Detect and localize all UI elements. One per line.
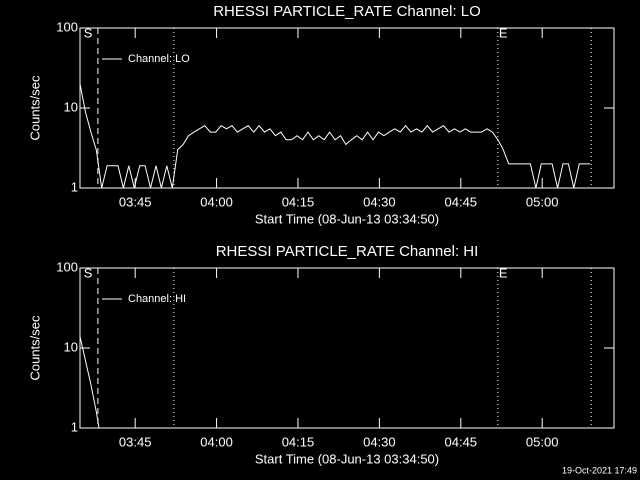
x-axis-label: Start Time (08-Jun-13 03:34:50) <box>255 211 439 226</box>
y-axis-label: Counts/sec <box>27 75 42 141</box>
x-axis-label: Start Time (08-Jun-13 03:34:50) <box>255 451 439 466</box>
y-tick-label: 10 <box>64 99 78 114</box>
annotation: E <box>499 265 508 280</box>
data-line <box>79 83 591 189</box>
annotation: S <box>84 25 93 40</box>
legend-label: Channel: LO <box>128 53 190 65</box>
x-tick-label: 04:30 <box>363 194 396 209</box>
annotation: E <box>499 25 508 40</box>
x-tick-label: 03:45 <box>119 194 152 209</box>
x-tick-label: 05:00 <box>526 434 559 449</box>
data-line <box>79 336 100 429</box>
x-tick-label: 04:00 <box>200 194 233 209</box>
x-tick-label: 04:45 <box>445 194 478 209</box>
chart-title: RHESSI PARTICLE_RATE Channel: HI <box>216 243 479 260</box>
x-tick-label: 04:00 <box>200 434 233 449</box>
x-tick-label: 04:15 <box>282 434 315 449</box>
x-tick-label: 04:15 <box>282 194 315 209</box>
x-tick-label: 04:45 <box>445 434 478 449</box>
y-tick-label: 1 <box>71 419 78 434</box>
y-tick-label: 1 <box>71 179 78 194</box>
legend-label: Channel: HI <box>128 293 186 305</box>
y-axis-label: Counts/sec <box>27 315 42 381</box>
annotation: S <box>84 265 93 280</box>
x-tick-label: 04:30 <box>363 434 396 449</box>
footer: 19-Oct-2021 17:49 <box>562 465 637 475</box>
chart-title: RHESSI PARTICLE_RATE Channel: LO <box>213 3 481 20</box>
y-tick-label: 10 <box>64 339 78 354</box>
y-tick-label: 100 <box>56 19 78 34</box>
x-tick-label: 03:45 <box>119 434 152 449</box>
x-tick-label: 05:00 <box>526 194 559 209</box>
y-tick-label: 100 <box>56 259 78 274</box>
